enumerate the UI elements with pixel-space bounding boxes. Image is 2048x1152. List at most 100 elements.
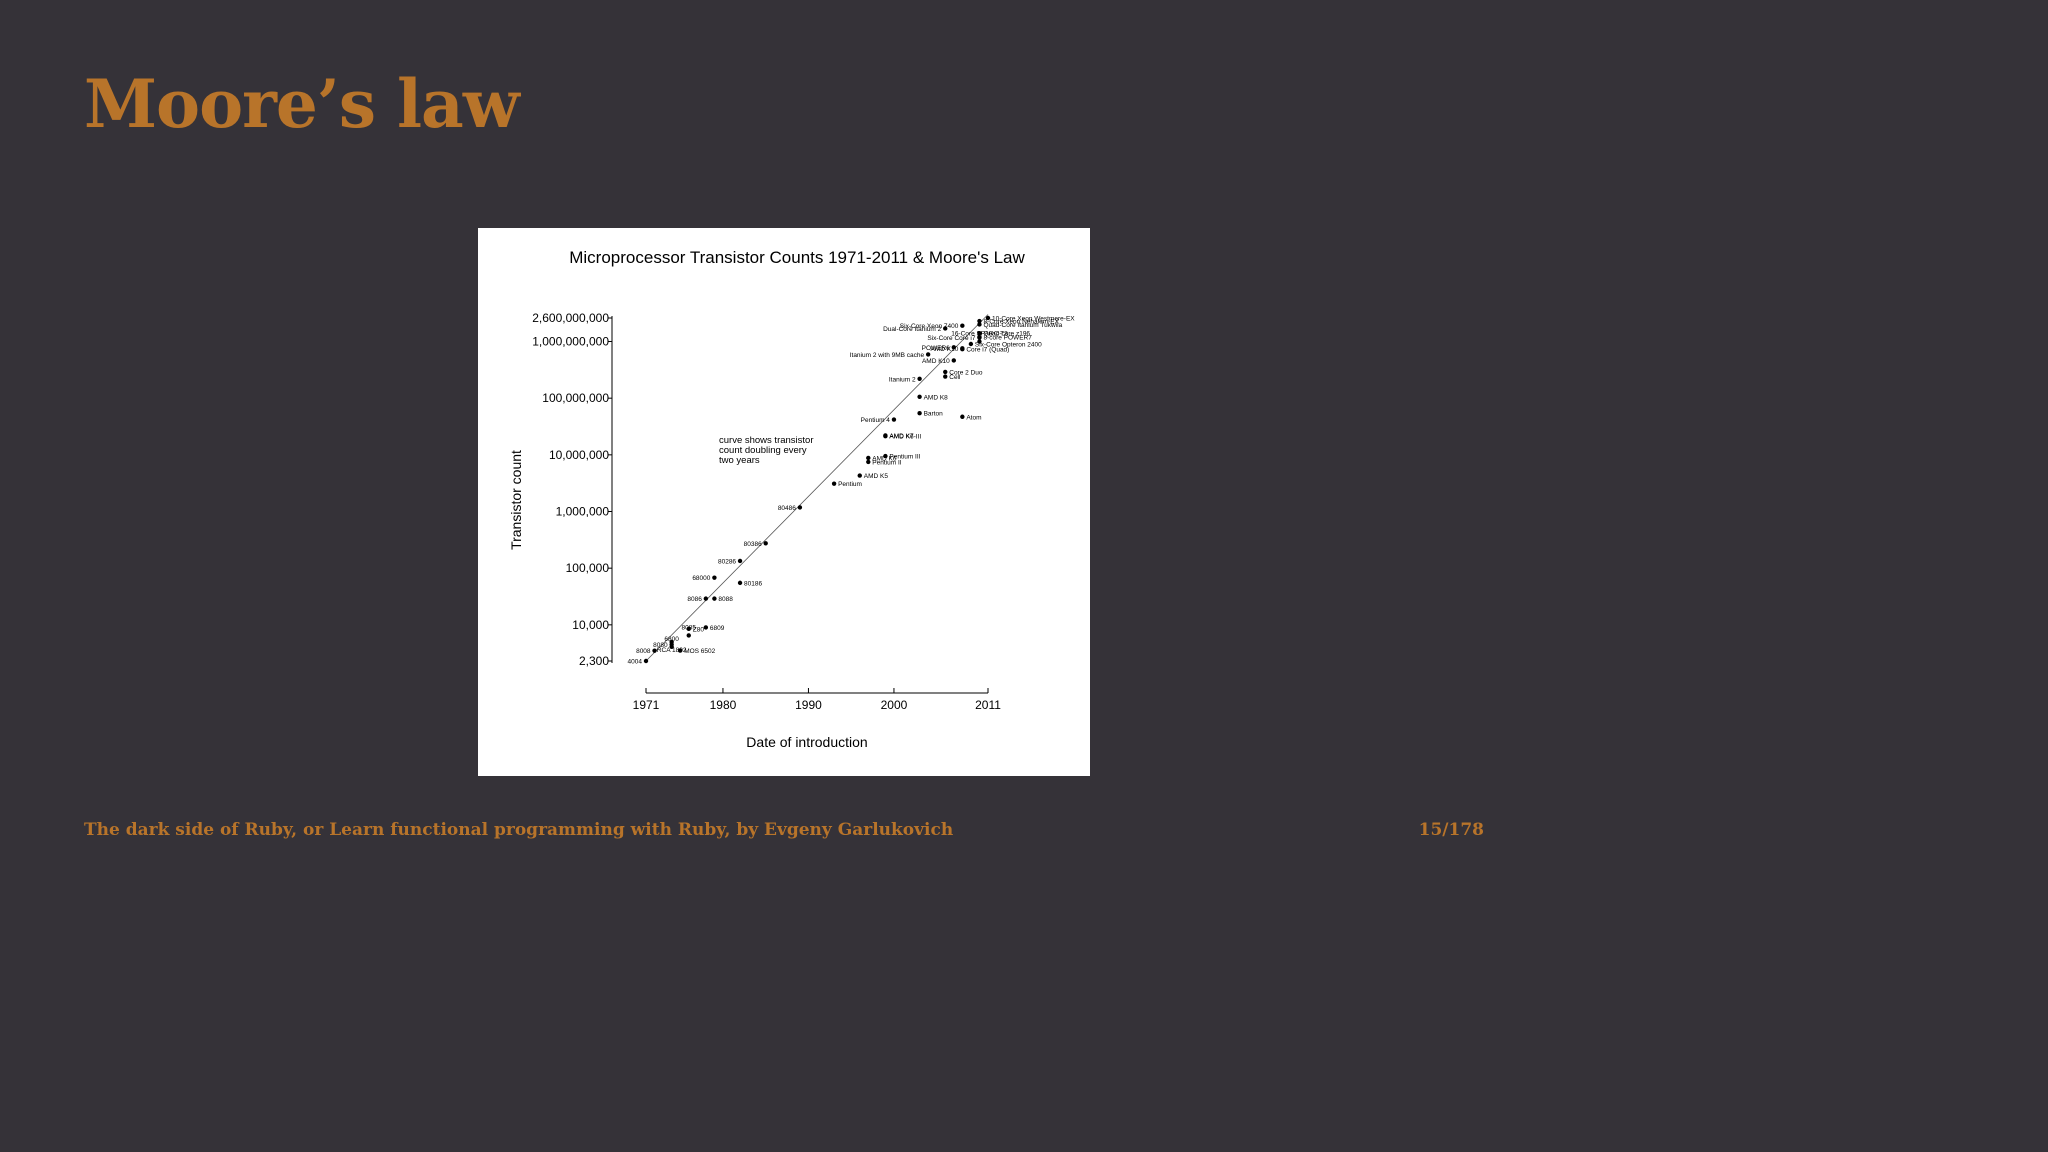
slide-title: Moore’s law	[84, 65, 520, 143]
data-point	[977, 339, 982, 344]
data-point	[703, 625, 709, 630]
data-point	[712, 575, 717, 580]
data-point	[985, 315, 991, 321]
y-tick-label: 10,000	[572, 618, 609, 632]
point-label: 8-core POWER7	[983, 335, 1032, 342]
data-point	[652, 648, 657, 653]
point-label: Z80	[693, 626, 705, 633]
data-point	[669, 644, 674, 649]
x-tick-label: 2000	[881, 698, 908, 712]
point-label: POWER6	[922, 345, 951, 352]
data-point	[960, 346, 965, 351]
point-label: Dual-Core Itanium 2	[883, 326, 942, 333]
y-tick-label: 1,000,000,000	[532, 335, 609, 349]
point-label: AMD K6-III	[889, 434, 921, 441]
y-tick-label: 100,000,000	[542, 391, 609, 405]
point-label: Pentium	[838, 481, 862, 488]
data-point	[686, 633, 691, 638]
point-label: Quad-Core Itanium Tukwila	[983, 322, 1062, 329]
point-label: 8-Core Xeon Nehalem-EX	[983, 319, 1059, 326]
data-point	[960, 414, 965, 419]
point-label: AMD K5	[864, 473, 889, 480]
point-label: AMD K7	[889, 433, 914, 440]
x-axis-label: Date of introduction	[746, 734, 867, 750]
point-label: AMD K10	[931, 346, 959, 353]
axes: 2,300 10,000 100,000 1,000,000 10,000,000 100…	[532, 311, 1001, 712]
data-point	[737, 558, 743, 564]
point-label: AMD K8	[924, 394, 949, 401]
data-point	[968, 341, 974, 347]
point-label: Six-Core Xeon 7400	[900, 323, 959, 330]
point-label: 8080	[653, 642, 668, 649]
annotation-line: two years	[719, 455, 760, 466]
y-tick-label: 1,000,000	[556, 505, 610, 519]
data-point	[977, 331, 982, 336]
data-point	[883, 453, 888, 459]
data-point	[712, 596, 717, 601]
data-point	[763, 541, 768, 546]
point-label: Pentium 4	[861, 417, 891, 424]
data-point	[951, 358, 956, 363]
point-label: Itanium 2 with 9MB cache	[850, 352, 925, 359]
data-point	[951, 345, 956, 350]
point-label: Itanium 2	[889, 376, 916, 383]
point-label: 6809	[710, 625, 725, 632]
point-label: 8086	[687, 596, 702, 603]
transistor-chart: Microprocessor Transistor Counts 1971-20…	[508, 248, 1076, 750]
data-point	[917, 376, 922, 381]
footer-text: The dark side of Ruby, or Learn function…	[84, 820, 954, 840]
data-point	[857, 473, 862, 478]
x-tick-label: 1971	[633, 698, 660, 712]
x-tick-label: 1980	[710, 698, 737, 712]
point-label: 8088	[718, 596, 733, 603]
point-label: Core i7 (Quad)	[966, 347, 1009, 354]
point-label: Quad-core z196	[983, 331, 1030, 338]
point-label: MOS 6502	[684, 648, 715, 655]
trend-line	[645, 314, 989, 662]
point-label: 6800	[664, 636, 679, 643]
point-label: AMD K6	[872, 455, 897, 462]
data-point	[678, 648, 683, 653]
point-label: Pentium II	[872, 459, 901, 466]
data-point	[943, 326, 948, 331]
data-point	[943, 369, 948, 375]
data-point	[977, 322, 982, 327]
point-label: Core 2 Duo	[949, 369, 983, 376]
point-label: Six-Core Opteron 2400	[975, 341, 1042, 348]
point-label: Atom	[966, 414, 981, 421]
x-tick-label: 1990	[795, 698, 822, 712]
data-point	[960, 323, 965, 328]
data-point	[925, 352, 931, 357]
point-label: 80486	[778, 505, 796, 512]
data-point	[977, 335, 982, 340]
point-label: 10-Core Xeon Westmere-EX	[992, 316, 1075, 323]
chart-figure: Microprocessor Transistor Counts 1971-20…	[478, 228, 1090, 776]
x-tick-label: 2011	[975, 698, 1001, 712]
annotation-line: count doubling every	[719, 445, 807, 456]
y-tick-label: 2,300	[579, 654, 609, 668]
point-label: Barton	[924, 411, 944, 418]
point-label: 8008	[636, 648, 651, 655]
data-point	[797, 505, 803, 510]
data-point	[703, 596, 709, 601]
data-point	[643, 658, 649, 664]
point-label: RCA 1802	[657, 647, 687, 654]
point-label: 80386	[744, 541, 762, 548]
point-label: 80186	[744, 580, 762, 587]
data-point	[891, 417, 897, 422]
point-label: 16-Core SPARC T3	[951, 331, 1008, 338]
chart-title: Microprocessor Transistor Counts 1971-20…	[569, 248, 1025, 267]
point-label: Pentium III	[889, 454, 920, 461]
y-tick-label: 10,000,000	[549, 448, 609, 462]
point-label: 4004	[628, 659, 643, 666]
data-point	[866, 459, 871, 465]
page-number: 15/178	[1418, 820, 1484, 840]
y-tick-label: 100,000	[566, 561, 610, 575]
annotation-line: curve shows transistor	[719, 435, 814, 446]
data-point	[831, 481, 837, 486]
data-point	[866, 455, 871, 461]
y-axis-label: Transistor count	[508, 450, 524, 550]
data-point	[943, 374, 948, 379]
